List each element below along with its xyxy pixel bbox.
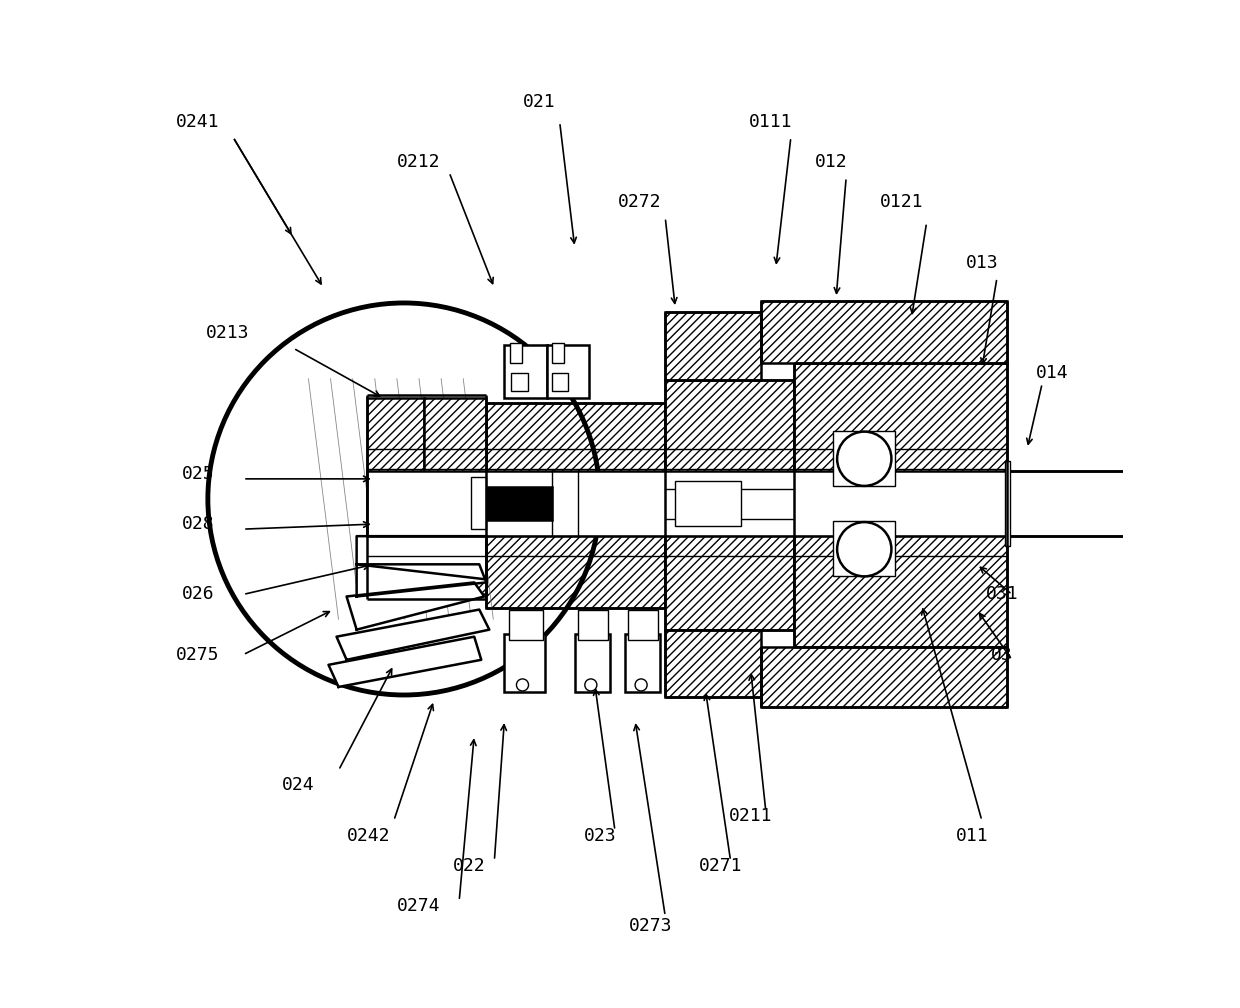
Text: 0121: 0121 bbox=[879, 194, 924, 212]
Bar bbox=[627, 610, 658, 640]
Bar bbox=[760, 301, 1007, 363]
Bar bbox=[552, 343, 564, 363]
Bar bbox=[511, 373, 527, 391]
Bar bbox=[424, 398, 486, 595]
Bar bbox=[547, 345, 589, 398]
Text: 025: 025 bbox=[181, 465, 215, 483]
Bar bbox=[665, 312, 760, 380]
Text: 026: 026 bbox=[181, 586, 215, 604]
Text: 0271: 0271 bbox=[699, 857, 743, 875]
Bar bbox=[471, 477, 486, 529]
Text: 014: 014 bbox=[1035, 364, 1069, 382]
Bar bbox=[665, 630, 760, 697]
Bar bbox=[575, 634, 610, 691]
Text: 013: 013 bbox=[966, 254, 998, 272]
Text: 023: 023 bbox=[584, 827, 616, 845]
Text: 028: 028 bbox=[181, 515, 215, 533]
Text: 022: 022 bbox=[453, 857, 486, 875]
Bar bbox=[833, 521, 895, 577]
Bar bbox=[486, 403, 665, 608]
Text: 031: 031 bbox=[986, 586, 1018, 604]
Bar bbox=[505, 634, 544, 691]
Polygon shape bbox=[336, 610, 490, 660]
Bar bbox=[511, 343, 522, 363]
Bar bbox=[665, 630, 760, 697]
Text: 012: 012 bbox=[815, 153, 847, 171]
Text: 0242: 0242 bbox=[347, 827, 391, 845]
Text: 0272: 0272 bbox=[619, 194, 662, 212]
Bar bbox=[760, 301, 1007, 363]
Bar bbox=[1007, 471, 1143, 536]
Text: 0241: 0241 bbox=[176, 113, 219, 131]
Text: 0275: 0275 bbox=[176, 646, 219, 664]
Text: 0111: 0111 bbox=[749, 113, 792, 131]
Bar bbox=[367, 471, 1011, 536]
Bar bbox=[552, 373, 568, 391]
Text: 0273: 0273 bbox=[629, 917, 672, 935]
Polygon shape bbox=[346, 583, 485, 630]
Bar bbox=[665, 380, 794, 630]
Polygon shape bbox=[357, 536, 486, 580]
Bar bbox=[794, 363, 1007, 647]
Bar bbox=[833, 430, 895, 486]
Bar bbox=[665, 312, 760, 380]
Text: 024: 024 bbox=[281, 776, 315, 794]
Text: 03: 03 bbox=[991, 646, 1013, 664]
Bar bbox=[676, 481, 740, 526]
Text: 011: 011 bbox=[956, 827, 988, 845]
Bar bbox=[665, 380, 794, 630]
Text: 0212: 0212 bbox=[397, 153, 440, 171]
Bar bbox=[794, 363, 1007, 647]
Bar bbox=[486, 487, 552, 520]
Text: 0213: 0213 bbox=[206, 325, 249, 342]
Bar bbox=[510, 610, 543, 640]
Bar bbox=[486, 403, 665, 608]
Text: 0274: 0274 bbox=[397, 897, 440, 915]
Polygon shape bbox=[329, 637, 481, 686]
Bar bbox=[505, 345, 547, 398]
Bar bbox=[367, 398, 424, 600]
Text: 021: 021 bbox=[523, 93, 556, 111]
Polygon shape bbox=[357, 564, 486, 597]
Bar bbox=[760, 647, 1007, 707]
Bar bbox=[578, 610, 608, 640]
Text: 0211: 0211 bbox=[729, 806, 773, 825]
Bar bbox=[1004, 461, 1011, 546]
Circle shape bbox=[837, 522, 892, 577]
Circle shape bbox=[837, 431, 892, 486]
Bar bbox=[424, 398, 486, 595]
Bar bbox=[367, 398, 424, 600]
Bar bbox=[760, 647, 1007, 707]
Bar bbox=[625, 634, 660, 691]
